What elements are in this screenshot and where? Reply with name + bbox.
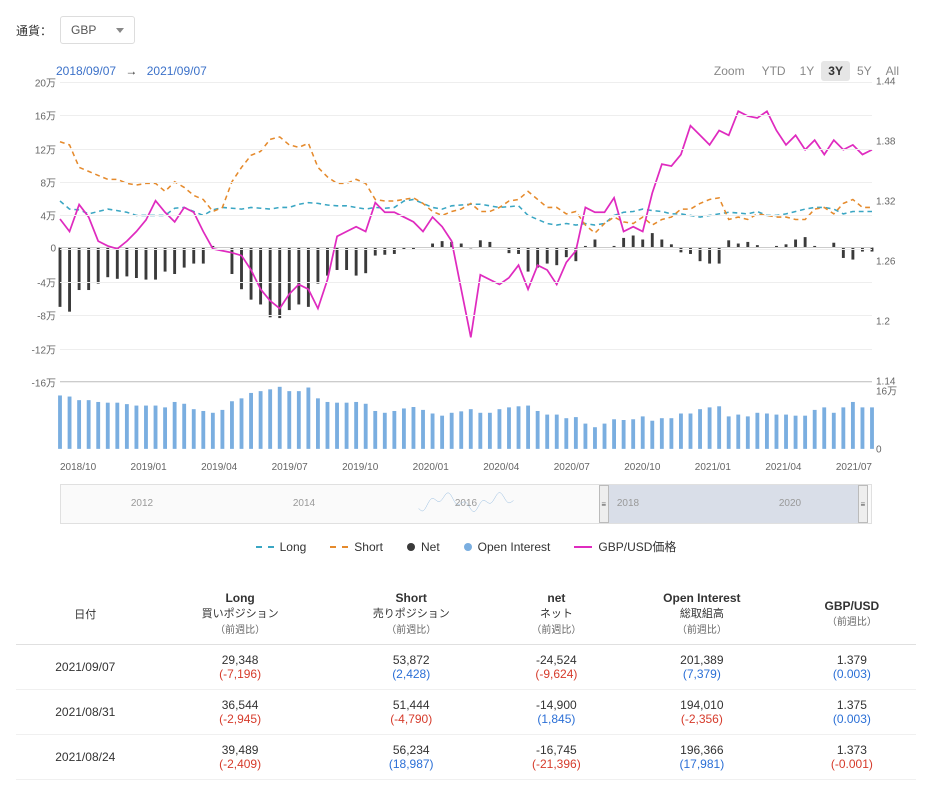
x-axis-label: 2021/07 (836, 462, 872, 473)
table-cell: 53,872(2,428) (326, 645, 497, 690)
col-rate: GBP/USD（前週比） (788, 583, 916, 645)
table-cell: 1.373(-0.001) (788, 735, 916, 780)
navigator-year-label: 2020 (779, 498, 801, 509)
table-cell: 201,389(7,379) (616, 645, 788, 690)
legend-long[interactable]: Long (256, 538, 307, 555)
x-axis-labels: 2018/10 2019/01 2019/04 2019/07 2019/10 2020/… (60, 462, 872, 473)
main-chart[interactable]: -16万-12万-8万-4万04万8万12万16万20万1.141.21.261… (60, 82, 872, 382)
chart-legend: Long Short Net Open Interest GBP/USD価格 (16, 538, 916, 555)
positions-table: 日付 Long買いポジション（前週比） Short売りポジション（前週比） ne… (16, 583, 916, 780)
navigator[interactable]: 2012 2014 2016 2018 2020 (60, 484, 872, 524)
x-axis-label: 2020/10 (624, 462, 660, 473)
table-cell: 39,489(-2,409) (155, 735, 326, 780)
y-left-label: 16万 (16, 108, 56, 123)
currency-label: 通貨： (16, 22, 52, 39)
table-cell-date: 2021/08/31 (16, 690, 155, 735)
vol-axis-label: 16万 (876, 383, 916, 398)
table-cell: 29,348(-7,196) (155, 645, 326, 690)
series-short (60, 137, 872, 233)
legend-short[interactable]: Short (330, 538, 383, 555)
volume-chart[interactable]: 016万 (60, 390, 872, 450)
arrow-right-icon: → (125, 64, 137, 78)
y-left-label: 4万 (16, 208, 56, 223)
currency-select[interactable]: GBP (60, 16, 135, 44)
y-left-label: -8万 (16, 308, 56, 323)
col-short: Short売りポジション（前週比） (326, 583, 497, 645)
table-cell: -14,900(1,845) (497, 690, 616, 735)
navigator-year-label: 2014 (293, 498, 315, 509)
y-right-label: 1.44 (876, 77, 916, 88)
table-cell: -16,745(-21,396) (497, 735, 616, 780)
x-axis-label: 2019/07 (272, 462, 308, 473)
x-axis-label: 2020/07 (554, 462, 590, 473)
y-left-label: 0 (16, 243, 56, 254)
zoom-btn-ytd[interactable]: YTD (755, 61, 793, 81)
date-to[interactable]: 2021/09/07 (147, 64, 207, 78)
table-cell: 1.375(0.003) (788, 690, 916, 735)
chevron-down-icon (116, 28, 124, 33)
series-net (59, 233, 874, 318)
currency-value: GBP (71, 23, 96, 37)
date-range: 2018/09/07 → 2021/09/07 (56, 64, 207, 78)
col-long: Long買いポジション（前週比） (155, 583, 326, 645)
navigator-year-label: 2018 (617, 498, 639, 509)
table-cell-date: 2021/09/07 (16, 645, 155, 690)
navigator-year-label: 2012 (131, 498, 153, 509)
col-date: 日付 (16, 583, 155, 645)
x-axis-label: 2019/10 (342, 462, 378, 473)
series-price (60, 111, 872, 337)
x-axis-label: 2021/04 (765, 462, 801, 473)
navigator-handle-right[interactable] (858, 485, 868, 523)
table-cell: 56,234(18,987) (326, 735, 497, 780)
y-left-label: 20万 (16, 75, 56, 90)
x-axis-label: 2020/04 (483, 462, 519, 473)
table-cell: 196,366(17,981) (616, 735, 788, 780)
y-left-label: -16万 (16, 375, 56, 390)
zoom-btn-1y[interactable]: 1Y (793, 61, 822, 81)
table-cell: 1.379(0.003) (788, 645, 916, 690)
x-axis-label: 2018/10 (60, 462, 96, 473)
navigator-handle-left[interactable] (599, 485, 609, 523)
vol-axis-label: 0 (876, 445, 916, 456)
table-row: 2021/08/3136,544(-2,945)51,444(-4,790)-1… (16, 690, 916, 735)
legend-net[interactable]: Net (407, 538, 440, 555)
y-right-label: 1.2 (876, 317, 916, 328)
table-cell: 51,444(-4,790) (326, 690, 497, 735)
zoom-btn-5y[interactable]: 5Y (850, 61, 879, 81)
y-right-label: 1.38 (876, 137, 916, 148)
y-left-label: 8万 (16, 175, 56, 190)
date-from[interactable]: 2018/09/07 (56, 64, 116, 78)
main-chart-area: -16万-12万-8万-4万04万8万12万16万20万1.141.21.261… (16, 82, 916, 472)
x-axis-label: 2020/01 (413, 462, 449, 473)
col-net: netネット（前週比） (497, 583, 616, 645)
table-cell: 36,544(-2,945) (155, 690, 326, 735)
table-row: 2021/08/2439,489(-2,409)56,234(18,987)-1… (16, 735, 916, 780)
table-row: 2021/09/0729,348(-7,196)53,872(2,428)-24… (16, 645, 916, 690)
table-cell: -24,524(-9,624) (497, 645, 616, 690)
legend-price[interactable]: GBP/USD価格 (574, 538, 676, 555)
y-left-label: -12万 (16, 341, 56, 356)
table-cell-date: 2021/08/24 (16, 735, 155, 780)
y-right-label: 1.26 (876, 257, 916, 268)
x-axis-label: 2021/01 (695, 462, 731, 473)
table-cell: 194,010(-2,356) (616, 690, 788, 735)
legend-oi[interactable]: Open Interest (464, 538, 551, 555)
zoom-label: Zoom (714, 64, 745, 78)
x-axis-label: 2019/01 (131, 462, 167, 473)
y-left-label: -4万 (16, 275, 56, 290)
x-axis-label: 2019/04 (201, 462, 237, 473)
zoom-btn-3y[interactable]: 3Y (821, 61, 850, 81)
y-right-label: 1.32 (876, 197, 916, 208)
col-oi: Open Interest総取組高（前週比） (616, 583, 788, 645)
y-left-label: 12万 (16, 141, 56, 156)
navigator-year-label: 2016 (455, 498, 477, 509)
